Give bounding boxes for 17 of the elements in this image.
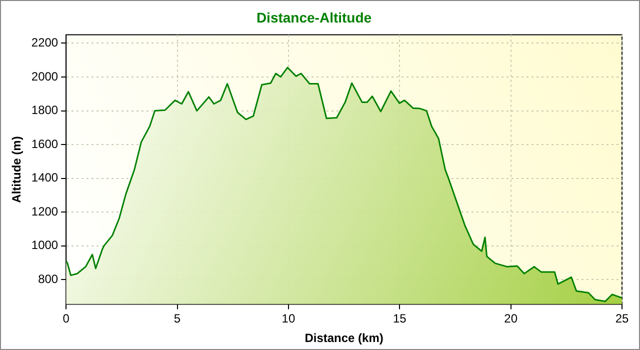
y-tick-label: 1800 (31, 103, 58, 118)
x-axis-title: Distance (km) (304, 331, 384, 346)
y-axis-title: Altitude (m) (10, 136, 24, 203)
y-tick-label: 1000 (31, 238, 58, 252)
chart-title: Distance-Altitude (256, 9, 372, 26)
y-tick-label: 1600 (31, 136, 58, 151)
y-tick-label: 2000 (31, 69, 58, 84)
y-tick-label: 1400 (31, 170, 58, 185)
x-tick-label: 25 (615, 312, 629, 326)
y-tick-label: 800 (38, 272, 58, 286)
x-tick-label: 10 (282, 312, 296, 326)
y-tick-label: 2200 (31, 36, 58, 50)
x-tick-label: 0 (62, 312, 70, 326)
x-tick-label: 20 (504, 312, 518, 326)
y-tick-label: 1200 (31, 204, 58, 218)
x-tick-label: 5 (174, 312, 181, 326)
x-tick-label: 15 (392, 312, 407, 326)
